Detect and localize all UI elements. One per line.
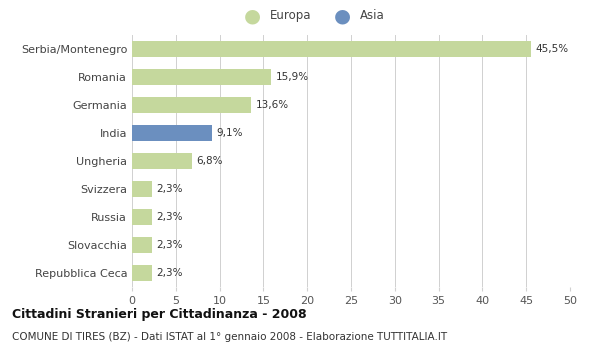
- Text: 6,8%: 6,8%: [196, 156, 223, 166]
- Text: Cittadini Stranieri per Cittadinanza - 2008: Cittadini Stranieri per Cittadinanza - 2…: [12, 308, 307, 321]
- Bar: [132, 97, 251, 113]
- Bar: [132, 237, 152, 253]
- Text: ●: ●: [334, 6, 350, 25]
- Bar: [132, 41, 530, 57]
- Bar: [132, 125, 212, 141]
- Bar: [132, 153, 191, 169]
- Text: 2,3%: 2,3%: [157, 240, 183, 250]
- Text: 15,9%: 15,9%: [275, 72, 309, 82]
- Text: 2,3%: 2,3%: [157, 268, 183, 278]
- Text: Europa: Europa: [270, 9, 311, 22]
- Text: 2,3%: 2,3%: [157, 212, 183, 222]
- Text: 45,5%: 45,5%: [535, 44, 568, 54]
- Bar: [132, 209, 152, 225]
- Bar: [132, 265, 152, 281]
- Text: COMUNE DI TIRES (BZ) - Dati ISTAT al 1° gennaio 2008 - Elaborazione TUTTITALIA.I: COMUNE DI TIRES (BZ) - Dati ISTAT al 1° …: [12, 332, 447, 343]
- Text: 13,6%: 13,6%: [256, 100, 289, 110]
- Text: 2,3%: 2,3%: [157, 184, 183, 194]
- Bar: [132, 69, 271, 85]
- Text: Asia: Asia: [360, 9, 385, 22]
- Bar: [132, 181, 152, 197]
- Text: ●: ●: [244, 6, 260, 25]
- Text: 9,1%: 9,1%: [216, 128, 242, 138]
